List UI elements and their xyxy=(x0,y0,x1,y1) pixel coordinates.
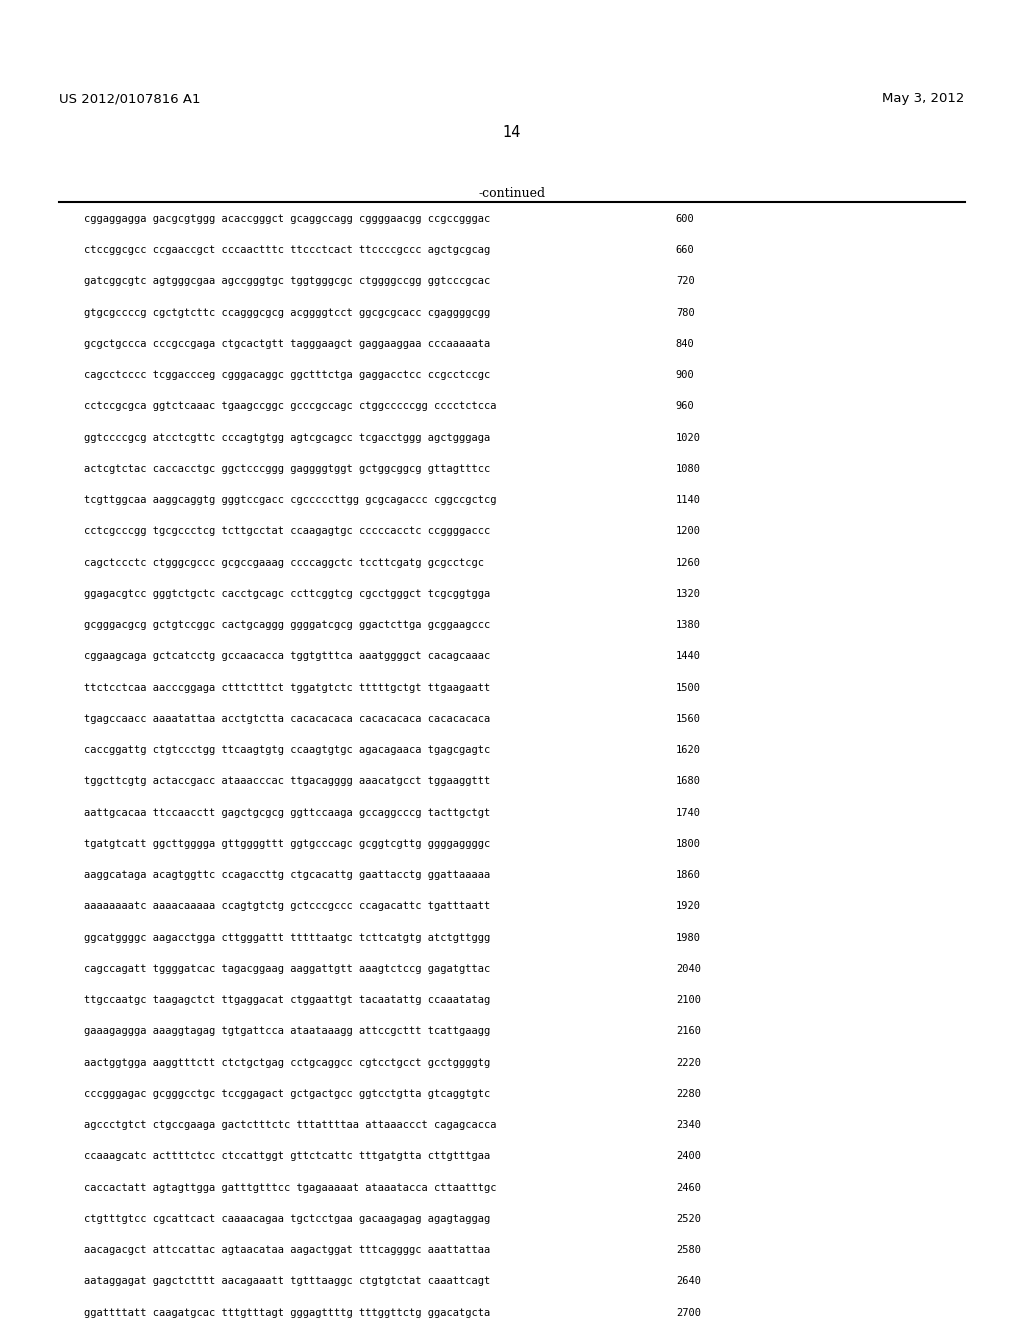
Text: 2160: 2160 xyxy=(676,1027,700,1036)
Text: cggaagcaga gctcatcctg gccaacacca tggtgtttca aaatggggct cacagcaaac: cggaagcaga gctcatcctg gccaacacca tggtgtt… xyxy=(84,651,490,661)
Text: 1440: 1440 xyxy=(676,651,700,661)
Text: 2400: 2400 xyxy=(676,1151,700,1162)
Text: 1260: 1260 xyxy=(676,557,700,568)
Text: 2040: 2040 xyxy=(676,964,700,974)
Text: aaggcataga acagtggttc ccagaccttg ctgcacattg gaattacctg ggattaaaaa: aaggcataga acagtggttc ccagaccttg ctgcaca… xyxy=(84,870,490,880)
Text: 720: 720 xyxy=(676,276,694,286)
Text: cggaggagga gacgcgtggg acaccgggct gcaggccagg cggggaacgg ccgccgggac: cggaggagga gacgcgtggg acaccgggct gcaggcc… xyxy=(84,214,490,224)
Text: 2640: 2640 xyxy=(676,1276,700,1286)
Text: 2220: 2220 xyxy=(676,1057,700,1068)
Text: cagcctcccc tcggaccceg cgggacaggc ggctttctga gaggacctcc ccgcctccgc: cagcctcccc tcggaccceg cgggacaggc ggctttc… xyxy=(84,370,490,380)
Text: 1560: 1560 xyxy=(676,714,700,723)
Text: tgagccaacc aaaatattaa acctgtctta cacacacacа cacacacacа cacacacacа: tgagccaacc aaaatattaa acctgtctta cacacac… xyxy=(84,714,490,723)
Text: -continued: -continued xyxy=(478,187,546,201)
Text: tgatgtcatt ggcttgggga gttggggttt ggtgcccagc gcggtcgttg ggggaggggc: tgatgtcatt ggcttgggga gttggggttt ggtgccc… xyxy=(84,838,490,849)
Text: aattgcacaa ttccaacctt gagctgcgcg ggttccaaga gccaggcccg tacttgctgt: aattgcacaa ttccaacctt gagctgcgcg ggttcca… xyxy=(84,808,490,817)
Text: aactggtgga aaggtttctt ctctgctgag cctgcaggcc cgtcctgcct gcctggggtg: aactggtgga aaggtttctt ctctgctgag cctgcag… xyxy=(84,1057,490,1068)
Text: May 3, 2012: May 3, 2012 xyxy=(883,92,965,106)
Text: US 2012/0107816 A1: US 2012/0107816 A1 xyxy=(59,92,201,106)
Text: 1800: 1800 xyxy=(676,838,700,849)
Text: 1860: 1860 xyxy=(676,870,700,880)
Text: aacagacgct attccattac agtaacataa aagactggat tttcaggggc aaattattaa: aacagacgct attccattac agtaacataa aagactg… xyxy=(84,1245,490,1255)
Text: gatcggcgtc agtgggcgaa agccgggtgc tggtgggcgc ctggggccgg ggtcccgcac: gatcggcgtc agtgggcgaa agccgggtgc tggtggg… xyxy=(84,276,490,286)
Text: gaaagaggga aaaggtagag tgtgattcca ataataaagg attccgcttt tcattgaagg: gaaagaggga aaaggtagag tgtgattcca ataataa… xyxy=(84,1027,490,1036)
Text: 660: 660 xyxy=(676,246,694,255)
Text: 1920: 1920 xyxy=(676,902,700,911)
Text: 840: 840 xyxy=(676,339,694,348)
Text: 1020: 1020 xyxy=(676,433,700,442)
Text: tggcttcgtg actaccgacc ataaacccac ttgacagggg aaacatgcct tggaaggttt: tggcttcgtg actaccgacc ataaacccac ttgacag… xyxy=(84,776,490,787)
Text: actcgtctac caccacctgc ggctcccggg gaggggtggt gctggcggcg gttagtttcc: actcgtctac caccacctgc ggctcccggg gaggggt… xyxy=(84,463,490,474)
Text: 1500: 1500 xyxy=(676,682,700,693)
Text: 600: 600 xyxy=(676,214,694,224)
Text: aataggagat gagctctttt aacagaaatt tgtttaaggc ctgtgtctat caaattcagt: aataggagat gagctctttt aacagaaatt tgtttaa… xyxy=(84,1276,490,1286)
Text: 2100: 2100 xyxy=(676,995,700,1005)
Text: ggattttatt caagatgcac tttgtttagt gggagttttg tttggttctg ggacatgcta: ggattttatt caagatgcac tttgtttagt gggagtt… xyxy=(84,1308,490,1317)
Text: gtgcgccccg cgctgtcttc ccagggcgcg acggggtcct ggcgcgcacc cgaggggcgg: gtgcgccccg cgctgtcttc ccagggcgcg acggggt… xyxy=(84,308,490,318)
Text: 14: 14 xyxy=(503,125,521,140)
Text: ctccggcgcc ccgaaccgct cccaactttc ttccctcact ttccccgccc agctgcgcag: ctccggcgcc ccgaaccgct cccaactttc ttccctc… xyxy=(84,246,490,255)
Text: ttgccaatgc taagagctct ttgaggacat ctggaattgt tacaatattg ccaaatatag: ttgccaatgc taagagctct ttgaggacat ctggaat… xyxy=(84,995,490,1005)
Text: 1200: 1200 xyxy=(676,527,700,536)
Text: 2460: 2460 xyxy=(676,1183,700,1192)
Text: 780: 780 xyxy=(676,308,694,318)
Text: ccaaagcatc acttttctcc ctccattggt gttctcattc tttgatgtta cttgtttgaa: ccaaagcatc acttttctcc ctccattggt gttctca… xyxy=(84,1151,490,1162)
Text: 2340: 2340 xyxy=(676,1121,700,1130)
Text: cctcgcccgg tgcgccctcg tcttgcctat ccaagagtgc cccccacctc ccggggaccc: cctcgcccgg tgcgccctcg tcttgcctat ccaagag… xyxy=(84,527,490,536)
Text: cagccagatt tggggatcac tagacggaag aaggattgtt aaagtctccg gagatgttac: cagccagatt tggggatcac tagacggaag aaggatt… xyxy=(84,964,490,974)
Text: gcgctgccca cccgccgaga ctgcactgtt tagggaagct gaggaaggaa cccaaaaata: gcgctgccca cccgccgaga ctgcactgtt tagggaa… xyxy=(84,339,490,348)
Text: 1140: 1140 xyxy=(676,495,700,506)
Text: aaaaaaaatc aaaacaaaaa ccagtgtctg gctcccgccc ccagacattc tgatttaatt: aaaaaaaatc aaaacaaaaa ccagtgtctg gctcccg… xyxy=(84,902,490,911)
Text: ggtccccgcg atcctcgttc cccagtgtgg agtcgcagcc tcgacctggg agctgggaga: ggtccccgcg atcctcgttc cccagtgtgg agtcgca… xyxy=(84,433,490,442)
Text: 1680: 1680 xyxy=(676,776,700,787)
Text: 960: 960 xyxy=(676,401,694,412)
Text: 2580: 2580 xyxy=(676,1245,700,1255)
Text: 1380: 1380 xyxy=(676,620,700,630)
Text: ttctcctcaa aacccggaga ctttctttct tggatgtctc tttttgctgt ttgaagaatt: ttctcctcaa aacccggaga ctttctttct tggatgt… xyxy=(84,682,490,693)
Text: cccgggagac gcgggcctgc tccggagact gctgactgcc ggtcctgtta gtcaggtgtc: cccgggagac gcgggcctgc tccggagact gctgact… xyxy=(84,1089,490,1098)
Text: gcgggacgcg gctgtccggc cactgcaggg ggggatcgcg ggactcttga gcggaagccc: gcgggacgcg gctgtccggc cactgcaggg ggggatc… xyxy=(84,620,490,630)
Text: tcgttggcaa aaggcaggtg gggtccgacc cgcccccttgg gcgcagaccc cggccgctcg: tcgttggcaa aaggcaggtg gggtccgacc cgccccc… xyxy=(84,495,497,506)
Text: 1620: 1620 xyxy=(676,744,700,755)
Text: 1080: 1080 xyxy=(676,463,700,474)
Text: 2280: 2280 xyxy=(676,1089,700,1098)
Text: cagctccctc ctgggcgccc gcgccgaaag ccccaggctc tccttcgatg gcgcctcgc: cagctccctc ctgggcgccc gcgccgaaag ccccagg… xyxy=(84,557,484,568)
Text: 1320: 1320 xyxy=(676,589,700,599)
Text: caccggattg ctgtccctgg ttcaagtgtg ccaagtgtgc agacagaaca tgagcgagtc: caccggattg ctgtccctgg ttcaagtgtg ccaagtg… xyxy=(84,744,490,755)
Text: 900: 900 xyxy=(676,370,694,380)
Text: caccactatt agtagttgga gatttgtttcc tgagaaaaat ataaatacca cttaatttgc: caccactatt agtagttgga gatttgtttcc tgagaa… xyxy=(84,1183,497,1192)
Text: 2700: 2700 xyxy=(676,1308,700,1317)
Text: 2520: 2520 xyxy=(676,1214,700,1224)
Text: ctgtttgtcc cgcattcact caaaacagaa tgctcctgaa gacaagagag agagtaggag: ctgtttgtcc cgcattcact caaaacagaa tgctcct… xyxy=(84,1214,490,1224)
Text: agccctgtct ctgccgaaga gactctttctc tttattttaa attaaaccct cagagcacca: agccctgtct ctgccgaaga gactctttctc tttatt… xyxy=(84,1121,497,1130)
Text: cctccgcgca ggtctcaaac tgaagccggc gcccgccagc ctggcccccgg cccctctcca: cctccgcgca ggtctcaaac tgaagccggc gcccgcc… xyxy=(84,401,497,412)
Text: 1980: 1980 xyxy=(676,933,700,942)
Text: ggcatggggc aagacctgga cttgggattt tttttaatgc tcttcatgtg atctgttggg: ggcatggggc aagacctgga cttgggattt tttttaa… xyxy=(84,933,490,942)
Text: 1740: 1740 xyxy=(676,808,700,817)
Text: ggagacgtcc gggtctgctc cacctgcagc ccttcggtcg cgcctgggct tcgcggtgga: ggagacgtcc gggtctgctc cacctgcagc ccttcgg… xyxy=(84,589,490,599)
